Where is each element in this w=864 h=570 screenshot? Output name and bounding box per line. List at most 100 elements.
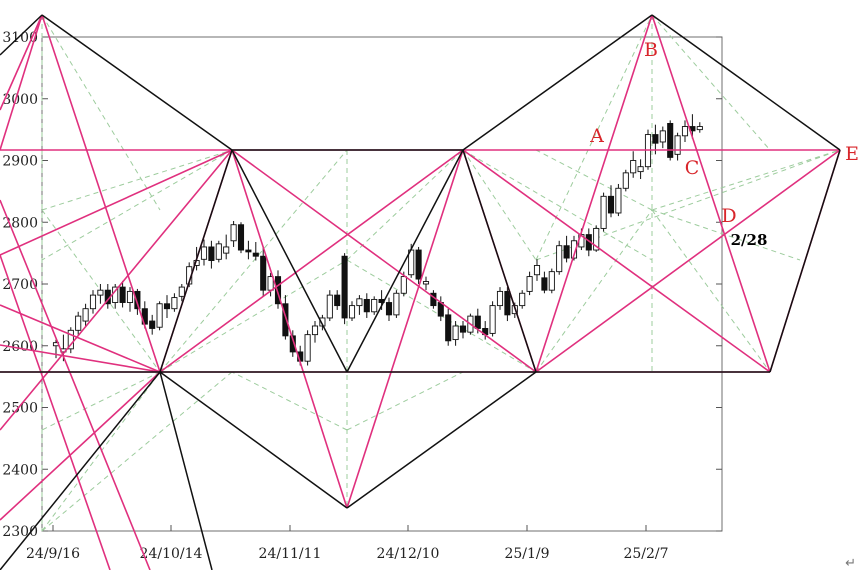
green-guide-line: [159, 259, 348, 373]
candle-down: [208, 246, 215, 261]
black-geometry-lines: [0, 14, 841, 570]
candle-up: [600, 195, 607, 229]
black-line: [462, 14, 653, 151]
black-line: [0, 14, 43, 56]
candle-up: [371, 298, 378, 313]
label-C: C: [685, 157, 700, 179]
candle-down: [119, 286, 126, 303]
y-tick-label: 2300: [2, 524, 38, 540]
black-line: [159, 149, 233, 373]
candle-up: [696, 126, 703, 131]
black-line: [159, 371, 348, 509]
pink-line: [0, 304, 161, 373]
pink-line: [535, 14, 653, 373]
candle-up: [489, 305, 496, 334]
green-guide-line: [651, 149, 841, 211]
candle-up: [97, 289, 104, 296]
pink-line: [0, 149, 233, 431]
green-guide-line: [535, 14, 653, 261]
candle-down: [541, 277, 548, 291]
candle-down: [504, 290, 511, 316]
candle-up: [400, 276, 407, 294]
pink-geometry-lines: [0, 14, 841, 570]
label-B: B: [644, 39, 658, 61]
candle-down: [282, 303, 289, 337]
candlestick-series: [52, 114, 703, 366]
candle-down: [334, 294, 341, 307]
candle-down: [607, 195, 615, 214]
candle-up: [215, 243, 222, 260]
candle-up: [223, 246, 230, 254]
black-line: [159, 371, 213, 570]
pink-line: [535, 149, 841, 373]
green-guide-line: [41, 14, 161, 211]
candle-down: [563, 245, 570, 259]
green-guide-line: [535, 149, 653, 211]
x-tick-label: 25/1/9: [504, 546, 549, 562]
candle-up: [526, 276, 533, 292]
pink-line: [231, 149, 348, 509]
y-tick-label: 2400: [2, 462, 38, 478]
pink-line: [651, 14, 771, 373]
green-guide-line: [41, 371, 233, 532]
pink-line: [0, 254, 111, 570]
candle-up: [126, 290, 134, 303]
green-guide-line: [462, 149, 653, 261]
y-tick-label: 2600: [2, 339, 38, 355]
y-tick-label: 3000: [2, 92, 38, 108]
y-tick-label: 2500: [2, 401, 38, 417]
green-guide-line: [41, 371, 161, 532]
label-2-28: 2/28: [731, 231, 768, 249]
pink-line: [0, 199, 151, 570]
candle-up: [230, 224, 237, 242]
black-line: [41, 14, 233, 151]
black-line: [346, 371, 537, 509]
candle-down: [341, 255, 348, 319]
y-tick-label: 3100: [2, 30, 38, 46]
pink-line: [0, 14, 43, 111]
candle-up: [556, 245, 563, 273]
candle-up: [593, 227, 600, 251]
candle-down: [667, 122, 674, 158]
candle-up: [674, 135, 681, 155]
candle-up: [171, 297, 178, 310]
candle-up: [304, 334, 311, 362]
candle-up: [156, 303, 163, 328]
candle-up: [311, 325, 319, 336]
black-line: [231, 149, 348, 373]
candle-down: [459, 325, 467, 333]
candle-down: [245, 249, 252, 253]
candle-up: [548, 271, 555, 291]
candle-down: [163, 303, 171, 310]
y-tick-label: 2900: [2, 154, 38, 170]
pink-line: [0, 371, 161, 521]
green-guide-line: [535, 209, 653, 373]
candle-up: [615, 187, 622, 214]
candle-down: [149, 320, 156, 329]
x-tick-label: 24/11/11: [259, 546, 322, 562]
candle-up: [681, 126, 689, 137]
candle-up: [326, 294, 333, 319]
black-line: [0, 371, 161, 570]
candle-down: [363, 298, 370, 313]
candle-down: [474, 315, 481, 329]
green-guide-lines: [41, 14, 841, 532]
green-guide-line: [651, 209, 771, 373]
candle-down: [134, 290, 141, 310]
axis-ticks: 31003000290028002700260025002400230024/9…: [2, 30, 722, 562]
green-guide-line: [462, 149, 537, 261]
pink-line: [346, 149, 464, 509]
candle-up: [452, 325, 459, 341]
x-tick-label: 24/12/10: [377, 546, 440, 562]
pink-line: [41, 14, 161, 373]
green-guide-line: [231, 371, 348, 431]
candle-up: [637, 166, 644, 173]
candle-up: [348, 305, 356, 319]
candle-down: [385, 302, 393, 316]
black-line: [462, 149, 537, 373]
candle-up: [519, 292, 526, 307]
candle-down: [415, 249, 422, 280]
candle-up: [178, 286, 185, 297]
candle-up: [622, 172, 629, 189]
